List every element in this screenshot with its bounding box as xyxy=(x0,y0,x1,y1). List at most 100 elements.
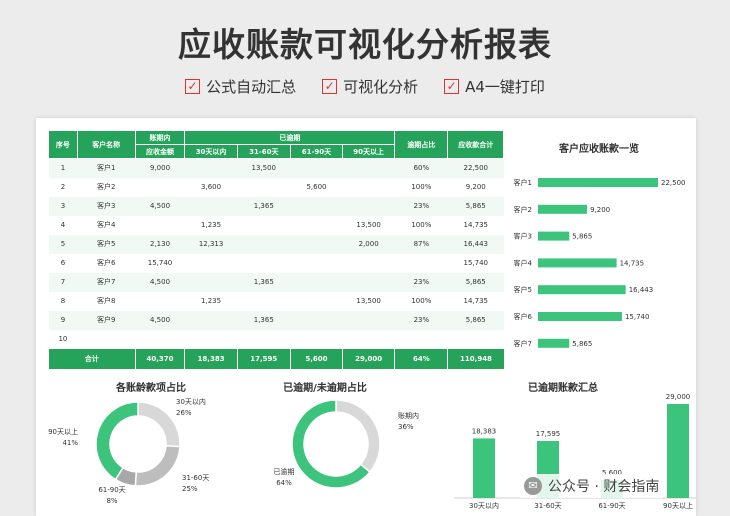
bar xyxy=(473,438,495,498)
donut-slice xyxy=(335,399,381,474)
table-cell: 23% xyxy=(394,310,448,330)
table-cell xyxy=(290,234,343,254)
feature-item: ✓ 公式自动汇总 xyxy=(185,76,296,97)
header-overdue-60: 31-60天 xyxy=(236,144,291,159)
slice-category-label: 31-60天 xyxy=(182,474,209,482)
table-cell xyxy=(237,177,291,197)
table-cell: 客户2 xyxy=(77,177,136,197)
table-cell xyxy=(394,253,448,273)
header-overdue: 已逾期 xyxy=(184,130,396,145)
header-overdue-30: 30天以内 xyxy=(184,144,238,159)
table-cell xyxy=(290,310,343,330)
page-title: 应收账款可视化分析报表 xyxy=(178,25,552,64)
table-cell xyxy=(342,253,395,273)
feature-list: ✓ 公式自动汇总 ✓ 可视化分析 ✓ A4一键打印 xyxy=(0,76,730,97)
table-row: 9 客户9 4,500 1,365 23% 5,865 xyxy=(48,310,504,330)
wechat-icon: ✉ xyxy=(524,477,542,495)
table-cell: 23% xyxy=(394,196,448,216)
slice-category-label: 61-90天 xyxy=(98,486,125,494)
table-cell xyxy=(237,329,291,349)
value-label: 5,865 xyxy=(572,233,592,241)
table-cell xyxy=(184,272,238,292)
category-label: 客户6 xyxy=(514,312,533,321)
table-cell: 5,865 xyxy=(447,310,504,330)
table-cell xyxy=(290,329,343,349)
bar xyxy=(538,312,622,321)
table-cell: 客户6 xyxy=(77,253,136,273)
table-cell: 15,740 xyxy=(447,253,504,273)
table-cell: 客户3 xyxy=(77,196,136,216)
table-cell xyxy=(290,196,343,216)
aging-chart-title: 各账龄款项占比 xyxy=(116,383,186,394)
table-row: 7 客户7 4,500 1,365 23% 5,865 xyxy=(48,272,504,292)
slice-value-label: 64% xyxy=(276,479,292,487)
ar-table: 序号 客户名称 账期内 已逾期 逾期占比 应收款合计 应收金额 30天以内 31… xyxy=(48,130,504,369)
overdue-ratio-chart-title: 已逾期/未逾期占比 xyxy=(283,383,367,394)
table-cell: 1,365 xyxy=(237,310,291,330)
value-label: 14,735 xyxy=(620,259,645,267)
table-cell: 1 xyxy=(48,158,78,178)
table-cell: 3 xyxy=(48,196,78,216)
table-cell xyxy=(135,329,185,349)
table-cell: 16,443 xyxy=(447,234,504,254)
table-cell xyxy=(184,253,238,273)
table-cell: 87% xyxy=(394,234,448,254)
table-row: 1 客户1 9,000 13,500 60% 22,500 xyxy=(48,158,504,178)
table-cell xyxy=(342,196,395,216)
table-cell: 100% xyxy=(394,177,448,197)
table-cell xyxy=(342,272,395,292)
header-overdue-90plus: 90天以上 xyxy=(342,144,396,159)
value-label: 29,000 xyxy=(666,393,691,401)
value-label: 5,865 xyxy=(572,340,592,348)
slice-category-label: 30天以内 xyxy=(176,397,206,406)
table-cell: 6 xyxy=(48,253,78,273)
table-cell: 5,865 xyxy=(447,272,504,292)
donut-slice xyxy=(95,401,139,481)
watermark: ✉ 公众号 · 财会指南 xyxy=(520,474,664,498)
total-cell: 110,948 xyxy=(447,348,504,369)
table-cell xyxy=(290,158,343,178)
checkbox-icon: ✓ xyxy=(185,79,201,94)
table-row: 5 客户5 2,130 12,313 2,000 87% 16,443 xyxy=(48,234,504,254)
table-cell: 客户9 xyxy=(77,310,136,330)
category-label: 客户2 xyxy=(514,205,532,214)
table-cell: 2,130 xyxy=(135,234,185,254)
table-cell: 2 xyxy=(48,177,78,197)
table-row: 3 客户3 4,500 1,365 23% 5,865 xyxy=(48,196,504,216)
table-cell: 客户8 xyxy=(77,291,136,311)
table-cell xyxy=(342,329,395,349)
value-label: 22,500 xyxy=(661,179,686,187)
overdue-ratio-donut-chart: 账期内 36% 已逾期 64% xyxy=(274,399,419,489)
table-cell xyxy=(447,329,504,349)
table-cell xyxy=(290,291,343,311)
table-cell: 9,200 xyxy=(447,177,504,197)
value-label: 18,383 xyxy=(472,427,497,435)
checkbox-icon: ✓ xyxy=(322,79,338,94)
table-cell xyxy=(342,158,395,178)
table-cell xyxy=(184,310,238,330)
bar xyxy=(538,338,570,348)
table-cell: 5 xyxy=(48,234,78,254)
total-cell: 64% xyxy=(394,348,448,369)
category-label: 31-60天 xyxy=(534,502,561,510)
slice-category-label: 已逾期 xyxy=(274,467,295,476)
value-label: 5,600 xyxy=(602,469,622,477)
table-cell: 客户5 xyxy=(77,234,136,254)
bar xyxy=(667,404,689,498)
table-cell: 4,500 xyxy=(135,310,185,330)
table-cell: 22,500 xyxy=(447,158,504,178)
table-cell: 60% xyxy=(394,158,448,178)
category-label: 90天以上 xyxy=(663,501,693,510)
bar xyxy=(538,204,588,214)
table-cell: 1,365 xyxy=(237,272,291,292)
header-not-due-amount: 应收金额 xyxy=(134,144,186,159)
table-cell: 客户7 xyxy=(77,272,136,292)
table-cell xyxy=(342,177,395,197)
table-cell: 10 xyxy=(48,329,78,349)
table-cell: 1,235 xyxy=(184,291,238,311)
checkbox-icon: ✓ xyxy=(444,79,460,94)
bar xyxy=(538,258,617,268)
table-cell: 3,600 xyxy=(184,177,238,197)
slice-category-label: 90天以上 xyxy=(48,427,78,436)
table-cell: 14,735 xyxy=(447,291,504,311)
